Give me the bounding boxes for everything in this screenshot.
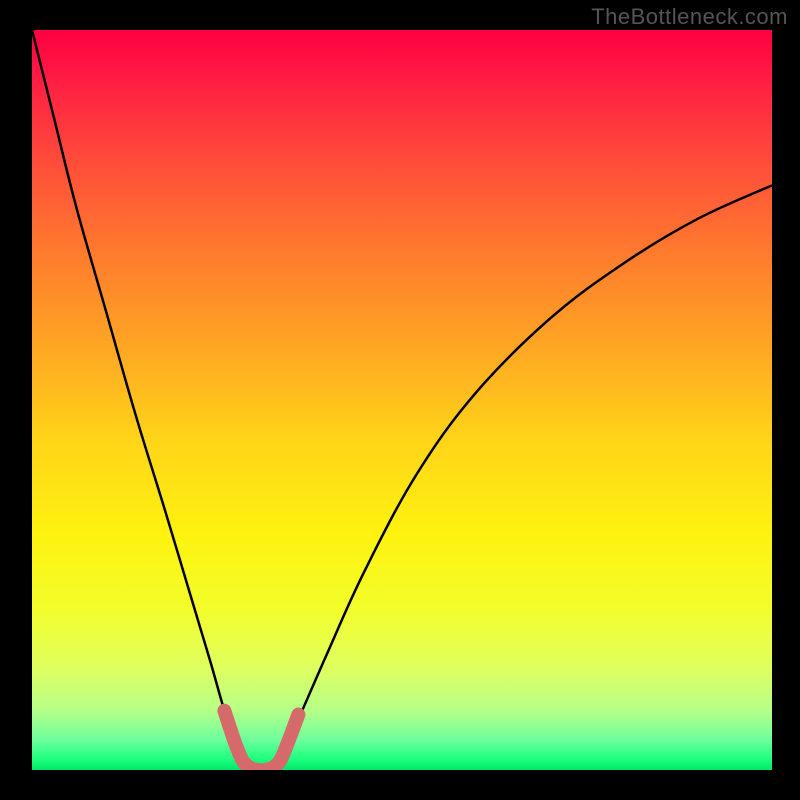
watermark-text: TheBottleneck.com bbox=[591, 4, 788, 30]
plot-box bbox=[32, 30, 772, 770]
curve-overlay bbox=[224, 711, 298, 770]
plot-area bbox=[32, 30, 772, 770]
page-container: TheBottleneck.com bbox=[0, 0, 800, 800]
curve-layer bbox=[32, 30, 772, 770]
curve-black bbox=[32, 30, 772, 770]
